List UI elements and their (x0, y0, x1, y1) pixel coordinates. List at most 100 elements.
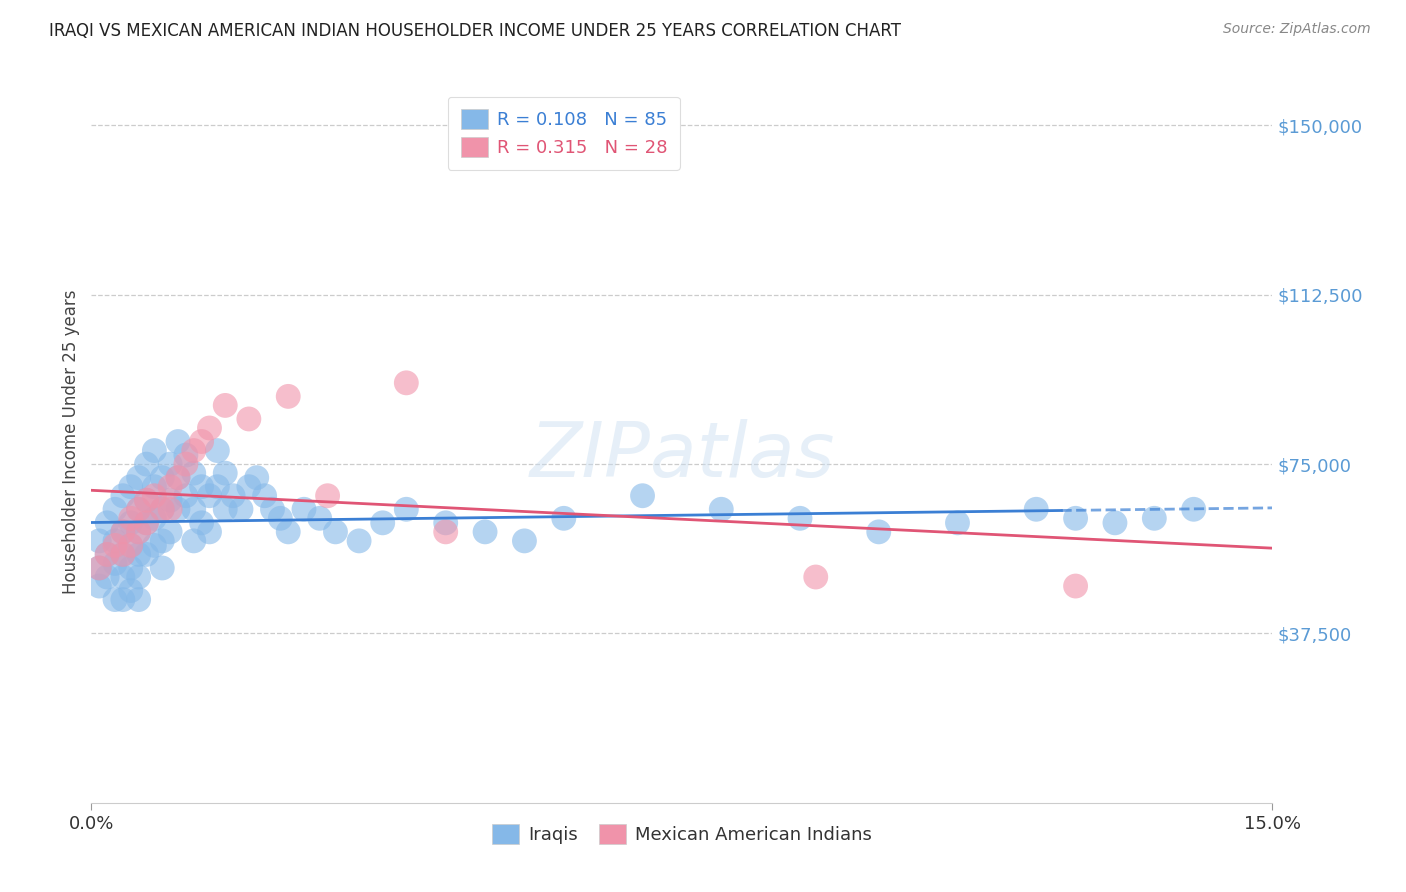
Point (128, 548, 150, 562)
Point (159, 493, 181, 508)
Text: IRAQI VS MEXICAN AMERICAN INDIAN HOUSEHOLDER INCOME UNDER 25 YEARS CORRELATION C: IRAQI VS MEXICAN AMERICAN INDIAN HOUSEHO… (49, 22, 901, 40)
Point (89, 533, 111, 548)
Point (1025, 502, 1047, 516)
Point (183, 533, 205, 548)
Point (214, 398, 236, 412)
Point (111, 548, 134, 562)
Point (128, 502, 150, 516)
Point (120, 538, 142, 552)
Point (238, 480, 260, 494)
Point (183, 502, 205, 516)
Point (198, 489, 221, 503)
Point (229, 502, 252, 516)
Point (150, 533, 173, 548)
Point (135, 516, 157, 530)
Point (143, 538, 166, 552)
Point (128, 502, 150, 516)
Point (174, 457, 197, 471)
Point (120, 516, 142, 530)
Point (292, 502, 315, 516)
Point (167, 502, 190, 516)
Point (1143, 511, 1166, 525)
Point (174, 448, 197, 462)
Point (96, 548, 118, 562)
Point (474, 524, 496, 539)
Point (167, 470, 190, 484)
Point (120, 538, 142, 552)
Point (150, 502, 173, 516)
Point (198, 421, 221, 435)
Point (128, 592, 150, 607)
Point (150, 502, 173, 516)
Point (89, 561, 111, 575)
Point (167, 434, 190, 449)
Point (128, 570, 150, 584)
Point (143, 480, 166, 494)
Point (120, 583, 142, 598)
Point (710, 502, 733, 516)
Point (325, 524, 347, 539)
Point (434, 524, 457, 539)
Point (111, 548, 134, 562)
Point (316, 489, 339, 503)
Point (104, 502, 127, 516)
Point (1064, 579, 1087, 593)
Point (222, 489, 245, 503)
Point (96, 570, 118, 584)
Point (513, 533, 536, 548)
Point (434, 516, 457, 530)
Point (120, 480, 142, 494)
Point (277, 524, 299, 539)
Point (308, 511, 330, 525)
Point (143, 443, 166, 458)
Point (135, 493, 157, 508)
Point (238, 412, 260, 426)
Point (150, 470, 173, 484)
Point (789, 511, 811, 525)
Point (135, 457, 157, 471)
Point (1064, 511, 1087, 525)
Point (214, 502, 236, 516)
Point (104, 592, 127, 607)
Point (183, 443, 205, 458)
Point (198, 524, 221, 539)
Point (159, 480, 181, 494)
Point (246, 470, 269, 484)
Point (159, 502, 181, 516)
Point (135, 493, 157, 508)
Point (371, 516, 394, 530)
Point (262, 502, 284, 516)
Point (214, 466, 236, 480)
Point (167, 470, 190, 484)
Point (553, 511, 575, 525)
Point (1104, 516, 1126, 530)
Point (277, 389, 299, 403)
Point (1182, 502, 1205, 516)
Point (946, 516, 969, 530)
Point (159, 524, 181, 539)
Point (207, 443, 229, 458)
Text: Source: ZipAtlas.com: Source: ZipAtlas.com (1223, 22, 1371, 37)
Point (631, 489, 654, 503)
Point (253, 489, 276, 503)
Point (128, 524, 150, 539)
Point (183, 466, 205, 480)
Point (269, 511, 291, 525)
Point (111, 489, 134, 503)
Point (174, 489, 197, 503)
Point (868, 524, 890, 539)
Point (143, 511, 166, 525)
Y-axis label: Householder Income Under 25 years: Householder Income Under 25 years (62, 289, 80, 594)
Point (120, 561, 142, 575)
Point (347, 533, 370, 548)
Point (159, 457, 181, 471)
Point (143, 489, 166, 503)
Point (207, 480, 229, 494)
Point (135, 516, 157, 530)
Point (150, 561, 173, 575)
Point (111, 570, 134, 584)
Point (395, 502, 418, 516)
Point (395, 376, 418, 390)
Legend: Iraqis, Mexican American Indians: Iraqis, Mexican American Indians (485, 817, 879, 852)
Point (111, 524, 134, 539)
